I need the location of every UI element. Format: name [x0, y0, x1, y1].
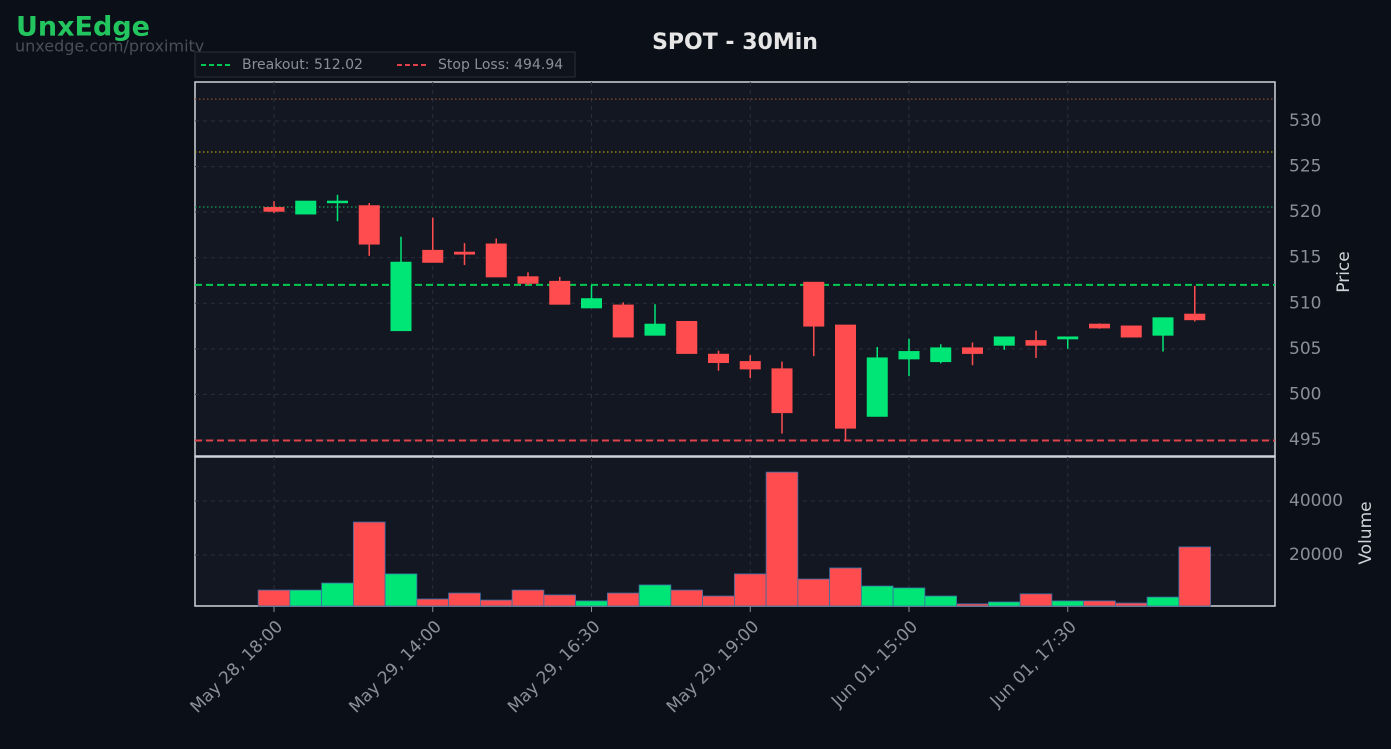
volume-bar	[511, 589, 545, 607]
candle-body	[676, 320, 698, 354]
volume-bar	[1019, 593, 1053, 607]
volume-bar	[257, 589, 291, 607]
x-tick-label: Jun 01, 15:00	[827, 617, 922, 712]
candle-body	[390, 261, 412, 332]
volume-bar	[797, 578, 831, 607]
y-tick-label: 530	[1289, 111, 1321, 131]
candle-body	[295, 200, 317, 215]
volume-bar	[543, 594, 577, 607]
y-axis-label: Price	[1334, 251, 1354, 292]
volume-bar	[1146, 596, 1180, 607]
candle-body	[708, 353, 729, 364]
volume-bar	[479, 599, 513, 607]
candle-body	[930, 347, 952, 363]
candle-body	[803, 281, 825, 327]
x-tick-label: May 28, 18:00	[187, 617, 287, 717]
y-tick-label: 510	[1289, 293, 1321, 313]
candle-body	[1184, 313, 1206, 321]
volume-bar	[987, 601, 1021, 607]
price-panel	[194, 81, 1276, 457]
volume-bar	[702, 595, 735, 607]
y-tick-label: 525	[1289, 157, 1321, 177]
candle-body	[422, 249, 444, 263]
candle-body	[1025, 340, 1047, 346]
volume-bar	[352, 521, 386, 607]
volume-bar	[1083, 600, 1116, 607]
candle-body	[771, 368, 793, 414]
y2-tick-label: 20000	[1289, 545, 1343, 565]
candle-body	[1057, 336, 1079, 340]
candle-body	[517, 276, 539, 284]
y-tick-label: 505	[1289, 339, 1321, 359]
candle-body	[835, 324, 856, 429]
candle-body	[358, 205, 380, 245]
volume-bar	[321, 582, 354, 607]
url: unxedge.com/proximity	[15, 37, 204, 56]
brand: UnxEdge	[16, 12, 150, 43]
volume-bar	[765, 471, 799, 607]
volume-bar	[892, 587, 926, 607]
x-tick-label: May 29, 16:30	[504, 617, 604, 717]
legend-label: Stop Loss: 494.94	[438, 57, 563, 73]
volume-bar	[384, 573, 418, 607]
candle-body	[581, 298, 602, 309]
legend-label: Breakout: 512.02	[242, 57, 363, 73]
candle-body	[739, 361, 761, 370]
x-tick-label: Jun 01, 17:30	[986, 617, 1081, 712]
volume-bar	[289, 589, 323, 607]
candle-body	[644, 323, 666, 336]
y-tick-label: 520	[1289, 202, 1321, 222]
candle-body	[612, 304, 634, 338]
y2-tick-label: 40000	[1289, 491, 1343, 511]
candle-body	[1120, 325, 1142, 338]
volume-bar	[829, 567, 862, 607]
volume-bar	[1114, 602, 1148, 607]
y-tick-label: 495	[1289, 430, 1321, 450]
y-tick-label: 515	[1289, 248, 1321, 268]
y2-axis-label: Volume	[1356, 501, 1376, 564]
volume-bar	[670, 589, 704, 607]
legend	[194, 51, 576, 78]
volume-bar	[638, 584, 672, 607]
x-tick-label: May 29, 19:00	[663, 617, 763, 717]
candle-body	[962, 347, 983, 354]
candle-body	[454, 251, 475, 255]
y-tick-label: 500	[1289, 384, 1321, 404]
volume-bar	[1178, 546, 1212, 607]
candle-body	[993, 336, 1015, 346]
x-tick-label: May 29, 14:00	[345, 617, 445, 717]
volume-bar	[1051, 600, 1085, 607]
candle-body	[866, 357, 888, 417]
candle-body	[327, 200, 348, 204]
volume-bar	[416, 598, 450, 607]
volume-bar	[956, 603, 989, 607]
chart-title: SPOT - 30Min	[652, 30, 818, 55]
candle-body	[485, 243, 507, 278]
volume-bar	[733, 573, 767, 607]
candle-body	[1152, 317, 1174, 336]
volume-bar	[860, 585, 894, 607]
volume-bar	[924, 595, 958, 607]
candle-body	[263, 207, 285, 212]
candle-body	[898, 351, 920, 360]
candle-body	[549, 280, 571, 305]
volume-bar	[575, 600, 608, 607]
candle-body	[1089, 323, 1110, 329]
volume-bar	[606, 592, 640, 607]
volume-bar	[448, 592, 481, 607]
